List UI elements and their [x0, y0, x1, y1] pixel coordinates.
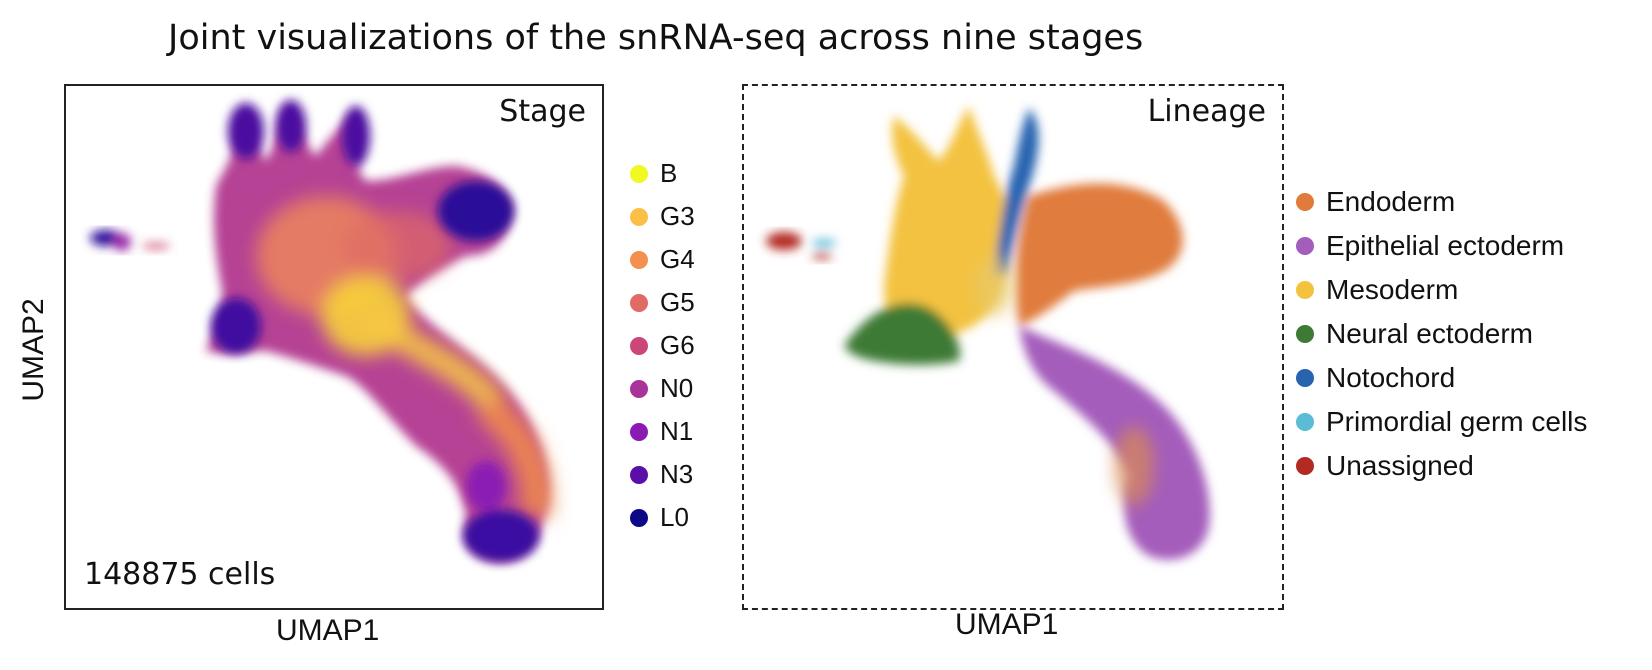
stage-legend-item: G6 [630, 324, 695, 367]
region-orange-band [476, 393, 553, 518]
tip-dark-2 [276, 100, 306, 152]
legend-swatch [630, 164, 648, 183]
x-axis-label-stage: UMAP1 [276, 614, 380, 647]
legend-label: G4 [660, 244, 695, 274]
stage-legend-item: G4 [630, 238, 695, 281]
lineage-legend-item: Neural ectoderm [1296, 312, 1587, 356]
legend-label: Endoderm [1326, 186, 1456, 217]
lineage-legend: Endoderm Epithelial ectoderm Mesoderm Neura… [1296, 180, 1587, 488]
tip-dark-3 [342, 106, 370, 166]
legend-swatch [1296, 457, 1314, 475]
legend-label: Primordial germ cells [1326, 406, 1588, 437]
legend-label: G5 [660, 287, 695, 317]
legend-label: Unassigned [1326, 450, 1474, 481]
lineage-legend-item: Endoderm [1296, 180, 1587, 224]
stage-legend-item: G5 [630, 281, 695, 324]
stage-legend-item: N1 [630, 410, 695, 453]
legend-label: L0 [660, 502, 689, 532]
stage-legend-item: N3 [630, 453, 695, 496]
legend-swatch [630, 207, 648, 226]
legend-swatch [630, 293, 648, 312]
y-axis-label: UMAP2 [17, 298, 50, 402]
legend-swatch [630, 465, 648, 484]
island-purple [113, 233, 131, 251]
stage-panel-label: Stage [499, 94, 586, 129]
stage-legend-item: G3 [630, 195, 695, 238]
stage-umap-plot [90, 100, 553, 562]
legend-label: Neural ectoderm [1326, 318, 1533, 349]
x-axis-label-lineage: UMAP1 [955, 608, 1059, 641]
figure-title: Joint visualizations of the snRNA-seq ac… [168, 18, 1144, 58]
stage-umap-panel: Stage 148875 cells [64, 84, 604, 610]
stage-legend-item: N0 [630, 367, 695, 410]
legend-swatch [1296, 325, 1314, 343]
tip-dark-left [211, 298, 261, 354]
lineage-umap-plot [766, 106, 1210, 560]
legend-swatch [630, 250, 648, 269]
tip-mid-bottom [466, 461, 506, 511]
island-pgc [812, 239, 836, 247]
cell-count-annotation: 148875 cells [84, 557, 276, 592]
stage-legend-item: B [630, 152, 695, 195]
lineage-umap-panel: Lineage [742, 84, 1284, 610]
legend-label: G6 [660, 330, 695, 360]
island-unassigned [766, 232, 802, 250]
lineage-legend-item: Unassigned [1296, 444, 1587, 488]
legend-swatch [1296, 369, 1314, 387]
legend-swatch [1296, 193, 1314, 211]
legend-swatch [630, 422, 648, 441]
legend-swatch [630, 336, 648, 355]
epithelial-ectoderm-region [1019, 326, 1210, 560]
lineage-legend-item: Notochord [1296, 356, 1587, 400]
mixed-orange-patch [1114, 426, 1154, 506]
stage-legend: B G3 G4 G5 G6 N0 N1 N3 L0 [630, 152, 695, 539]
legend-label: N0 [660, 373, 694, 403]
legend-swatch [630, 508, 648, 527]
legend-swatch [630, 379, 648, 398]
lineage-panel-label: Lineage [1147, 94, 1266, 129]
legend-label: N1 [660, 416, 694, 446]
tip-dark-1 [228, 103, 264, 159]
legend-swatch [1296, 237, 1314, 255]
region-yellow-band [357, 304, 508, 415]
legend-label: Mesoderm [1326, 274, 1459, 305]
tip-dark-bottom [463, 510, 539, 562]
lineage-legend-item: Epithelial ectoderm [1296, 224, 1587, 268]
neural-ectoderm-region [844, 303, 960, 365]
endoderm-region [1015, 183, 1183, 326]
stage-legend-item: L0 [630, 496, 695, 539]
legend-label: Notochord [1326, 362, 1456, 393]
legend-swatch [1296, 413, 1314, 431]
legend-label: N3 [660, 459, 694, 489]
legend-swatch [1296, 281, 1314, 299]
legend-label: B [660, 158, 678, 188]
legend-label: G3 [660, 201, 695, 231]
notochord-region [994, 108, 1039, 276]
island-unassigned-2 [812, 253, 832, 259]
lineage-legend-item: Mesoderm [1296, 268, 1587, 312]
tip-dark-right [438, 181, 514, 241]
region-g5 [341, 211, 451, 281]
lineage-legend-item: Primordial germ cells [1296, 400, 1587, 444]
island-pink [142, 243, 170, 249]
mixed-yellow-patch [974, 256, 1014, 316]
legend-label: Epithelial ectoderm [1326, 230, 1565, 261]
